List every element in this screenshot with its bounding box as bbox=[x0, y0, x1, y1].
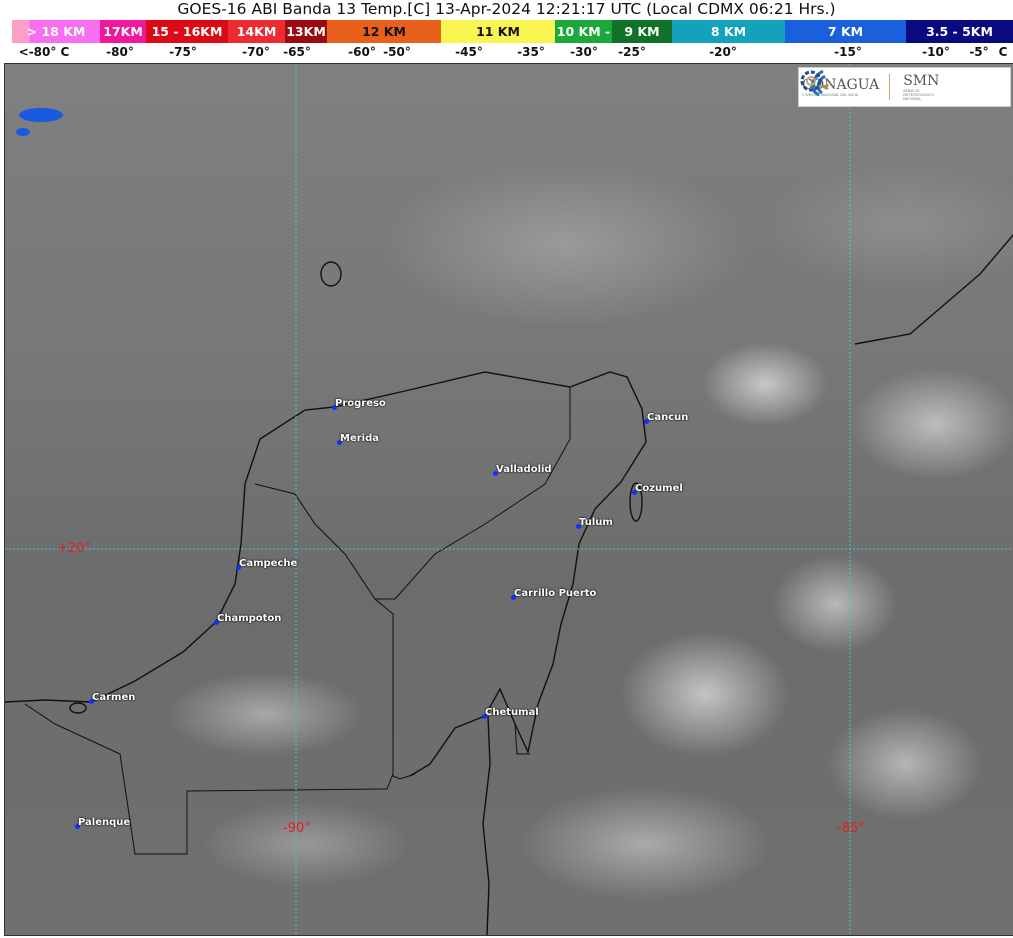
belize-coastline bbox=[482, 715, 491, 935]
legend-segment: > 18 KM bbox=[12, 20, 100, 43]
city-label: Carmen bbox=[92, 692, 136, 703]
lat-lon-grid bbox=[5, 64, 1013, 935]
legend-tick: -25° bbox=[618, 45, 646, 59]
city-label: Progreso bbox=[335, 398, 386, 409]
legend-segment: 9 KM bbox=[612, 20, 672, 43]
legend-segment: 11 KM bbox=[441, 20, 555, 43]
legend-tick: -20° bbox=[709, 45, 737, 59]
city-marker bbox=[236, 565, 241, 570]
cuba-coastline bbox=[854, 234, 1013, 345]
conagua-subtitle: COMISIÓN NACIONAL DEL AGUA bbox=[802, 93, 859, 97]
city-label: Cozumel bbox=[635, 483, 683, 494]
city-marker bbox=[493, 471, 498, 476]
cozumel-island bbox=[629, 482, 643, 522]
laguna-de-terminos-island bbox=[69, 702, 87, 714]
smn-subtitle: SERVICIO METEOROLÓGICO NACIONAL bbox=[903, 89, 935, 101]
legend-tick: <-80° C bbox=[18, 45, 70, 59]
city-label: Carrillo Puerto bbox=[514, 588, 597, 599]
legend-segment: 14KM bbox=[228, 20, 285, 43]
longitude-label: -90° bbox=[283, 821, 311, 836]
city-label: Palenque bbox=[78, 817, 131, 828]
city-label: Valladolid bbox=[496, 464, 552, 475]
city-label: Campeche bbox=[239, 558, 298, 569]
legend-tick: -30° bbox=[570, 45, 598, 59]
city-marker bbox=[75, 824, 80, 829]
smn-logo-text: SMN bbox=[903, 73, 940, 89]
city-label: Chetumal bbox=[485, 707, 539, 718]
legend-segment: 17KM bbox=[100, 20, 146, 43]
legend-tick: -10° bbox=[922, 45, 950, 59]
latitude-label: +20° bbox=[57, 541, 91, 556]
image-title: GOES-16 ABI Banda 13 Temp.[C] 13-Apr-202… bbox=[177, 0, 836, 18]
city-marker bbox=[482, 714, 487, 719]
legend-segment: 7 KM bbox=[785, 20, 906, 43]
city-label: Tulum bbox=[579, 517, 613, 528]
city-marker bbox=[576, 524, 581, 529]
legend-tick: -80° bbox=[106, 45, 134, 59]
legend-tick: -35° bbox=[517, 45, 545, 59]
legend-tick: -45° bbox=[455, 45, 483, 59]
legend-tick: C bbox=[998, 45, 1008, 59]
map-overlay bbox=[5, 64, 1013, 935]
legend-segment: 10 KM - bbox=[555, 20, 612, 43]
legend-tick: -65° bbox=[283, 45, 311, 59]
city-marker bbox=[337, 440, 342, 445]
legend-segment: 12 KM bbox=[327, 20, 441, 43]
city-label: Merida bbox=[340, 433, 379, 444]
conagua-smn-logo: CONAGUA COMISIÓN NACIONAL DEL AGUA SMN S… bbox=[798, 67, 1011, 107]
legend-segment: 13KM bbox=[285, 20, 327, 43]
state-borders bbox=[24, 387, 571, 855]
satellite-map: +20° -90° -85° Progreso Merida Valladoli… bbox=[4, 63, 1013, 936]
legend-tick: -60° bbox=[348, 45, 376, 59]
city-marker bbox=[511, 595, 516, 600]
city-label: Champoton bbox=[217, 613, 282, 624]
arrecife-alacranes bbox=[320, 261, 342, 287]
legend-segment: 8 KM bbox=[672, 20, 785, 43]
cold-cloud-tops bbox=[16, 108, 63, 136]
legend-segment: 3.5 - 5KM bbox=[906, 20, 1013, 43]
legend-tick: -5° bbox=[969, 45, 989, 59]
yucatan-coastline bbox=[5, 371, 647, 777]
legend-tick: -75° bbox=[169, 45, 197, 59]
city-marker bbox=[214, 620, 219, 625]
legend-segment: 15 - 16KM bbox=[146, 20, 228, 43]
city-marker bbox=[632, 490, 637, 495]
city-marker bbox=[332, 405, 337, 410]
longitude-label: -85° bbox=[837, 821, 865, 836]
legend-tick: -50° bbox=[383, 45, 411, 59]
city-label: Cancun bbox=[647, 412, 689, 423]
legend-tick: -15° bbox=[834, 45, 862, 59]
city-marker bbox=[89, 699, 94, 704]
smn-emblem-icon bbox=[800, 70, 822, 92]
city-marker bbox=[644, 419, 649, 424]
coastlines bbox=[5, 234, 1013, 935]
legend-tick: -70° bbox=[242, 45, 270, 59]
temperature-color-legend: > 18 KM 17KM 15 - 16KM 14KM 13KM 12 KM 1… bbox=[12, 20, 1013, 43]
